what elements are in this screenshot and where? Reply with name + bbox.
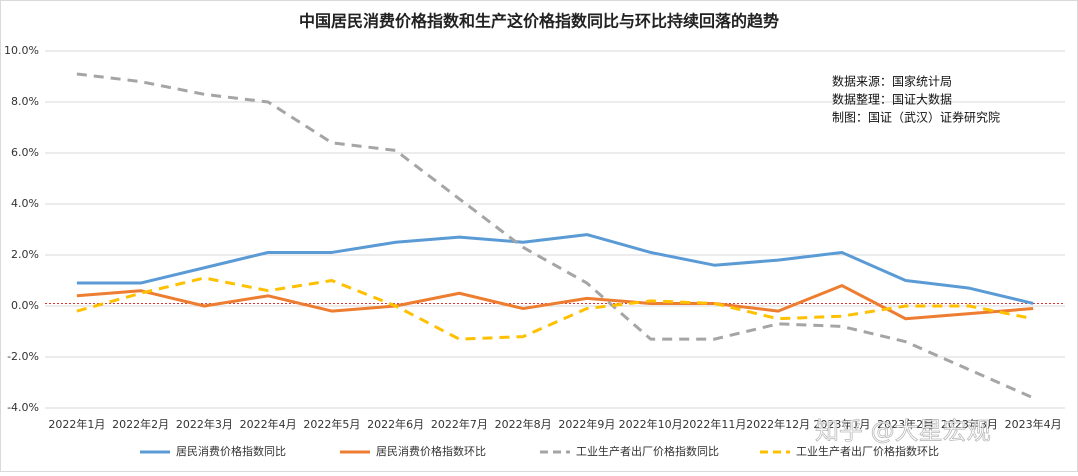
legend-label: 工业生产者出厂价格指数同比 (576, 444, 719, 458)
x-tick-label: 2022年9月 (558, 417, 615, 431)
annotation: 数据来源：国家统计局 (832, 74, 952, 89)
y-tick-label: 10.0% (4, 44, 39, 57)
x-tick-label: 2023年1月 (813, 417, 870, 431)
x-tick-label: 2023年4月 (1005, 417, 1062, 431)
series-line (76, 72, 1034, 400)
legend-label: 工业生产者出厂价格指数环比 (796, 444, 939, 458)
y-tick-label: 8.0% (11, 95, 39, 108)
x-tick-label: 2022年5月 (303, 417, 360, 431)
x-tick-label: 2022年11月 (682, 417, 746, 431)
x-tick-label: 2022年4月 (240, 417, 297, 431)
x-tick-label: 2022年1月 (48, 417, 105, 431)
x-tick-label: 2022年10月 (619, 417, 683, 431)
y-tick-label: 4.0% (11, 197, 39, 210)
series-line (76, 276, 1034, 341)
chart-title: 中国居民消费价格指数和生产这价格指数同比与环比持续回落的趋势 (299, 12, 779, 31)
y-tick-label: 0.0% (11, 299, 39, 312)
annotation: 制图：国证（武汉）证券研究院 (832, 110, 1000, 125)
watermark: 知乎 @大星宏观 (815, 417, 991, 445)
legend-label: 居民消费价格指数环比 (376, 444, 486, 458)
x-tick-label: 2022年6月 (367, 417, 424, 431)
x-tick-label: 2023年2月 (877, 417, 934, 431)
y-tick-label: -2.0% (7, 350, 39, 363)
series-line (76, 284, 1034, 321)
series-line (76, 233, 1034, 305)
x-tick-label: 2022年2月 (112, 417, 169, 431)
x-tick-label: 2022年8月 (495, 417, 552, 431)
y-tick-label: -4.0% (7, 401, 39, 414)
legend-label: 居民消费价格指数同比 (176, 444, 286, 458)
x-tick-label: 2022年7月 (431, 417, 488, 431)
annotation: 数据整理：国证大数据 (832, 92, 952, 107)
x-tick-label: 2022年3月 (176, 417, 233, 431)
x-tick-label: 2022年12月 (746, 417, 810, 431)
y-tick-label: 2.0% (11, 248, 39, 261)
x-tick-label: 2023年3月 (941, 417, 998, 431)
y-tick-label: 6.0% (11, 146, 39, 159)
